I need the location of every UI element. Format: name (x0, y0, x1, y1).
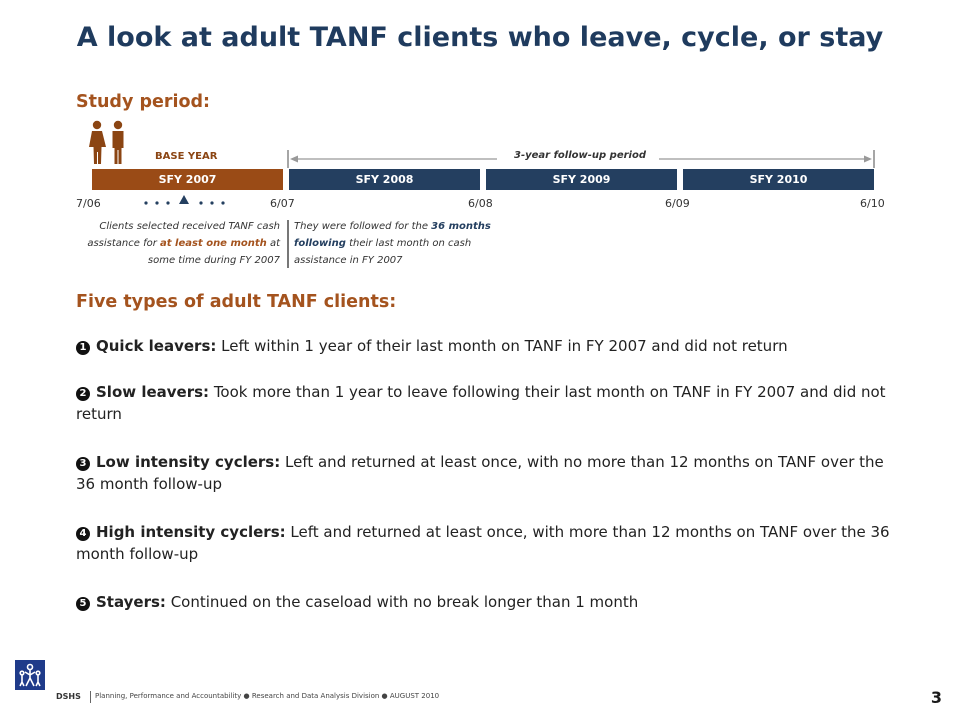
follow-up-label: 3-year follow-up period (514, 150, 646, 161)
bar-sfy-2010: SFY 2010 (683, 169, 874, 190)
bar-sfy-2009: SFY 2009 (486, 169, 677, 190)
base-year-marker (144, 195, 225, 205)
note-divider (287, 220, 289, 268)
note-base-year: Clients selected received TANF cash assi… (87, 221, 280, 266)
people-icon (89, 120, 124, 164)
number-5-icon: 5 (76, 597, 90, 611)
page-title: A look at adult TANF clients who leave, … (76, 22, 884, 53)
type-item-low-intensity-cyclers: 3 Low intensity cyclers: Left and returne… (76, 453, 884, 493)
footer-divider (90, 691, 91, 703)
tick-6-07: 6/07 (270, 197, 295, 210)
number-2-icon: 2 (76, 387, 90, 401)
footer-text: Planning, Performance and Accountability… (95, 692, 440, 700)
tick-6-08: 6/08 (468, 197, 493, 210)
note-follow-up: They were followed for the 36 months fol… (294, 221, 491, 266)
tick-7-06: 7/06 (76, 197, 101, 210)
page-number: 3 (930, 688, 942, 707)
type-item-slow-leavers: 2 Slow leavers: Took more than 1 year to … (76, 383, 886, 423)
study-period-heading: Study period: (76, 92, 211, 112)
footer-org: DSHS (56, 692, 81, 701)
types-heading: Five types of adult TANF clients: (76, 292, 397, 312)
type-item-high-intensity-cyclers: 4 High intensity cyclers: Left and return… (76, 523, 890, 563)
bar-sfy-2008: SFY 2008 (289, 169, 480, 190)
base-year-label: BASE YEAR (155, 151, 218, 162)
type-item-quick-leavers: 1 Quick leavers: Left within 1 year of th… (76, 335, 896, 357)
tick-6-10: 6/10 (860, 197, 885, 210)
type-item-stayers: 5 Stayers: Continued on the caseload with… (76, 591, 896, 613)
number-4-icon: 4 (76, 527, 90, 541)
dshs-logo-icon (15, 660, 45, 690)
bar-sfy-2007: SFY 2007 (92, 169, 283, 190)
number-3-icon: 3 (76, 457, 90, 471)
follow-up-bracket (287, 150, 875, 168)
tick-6-09: 6/09 (665, 197, 690, 210)
number-1-icon: 1 (76, 341, 90, 355)
